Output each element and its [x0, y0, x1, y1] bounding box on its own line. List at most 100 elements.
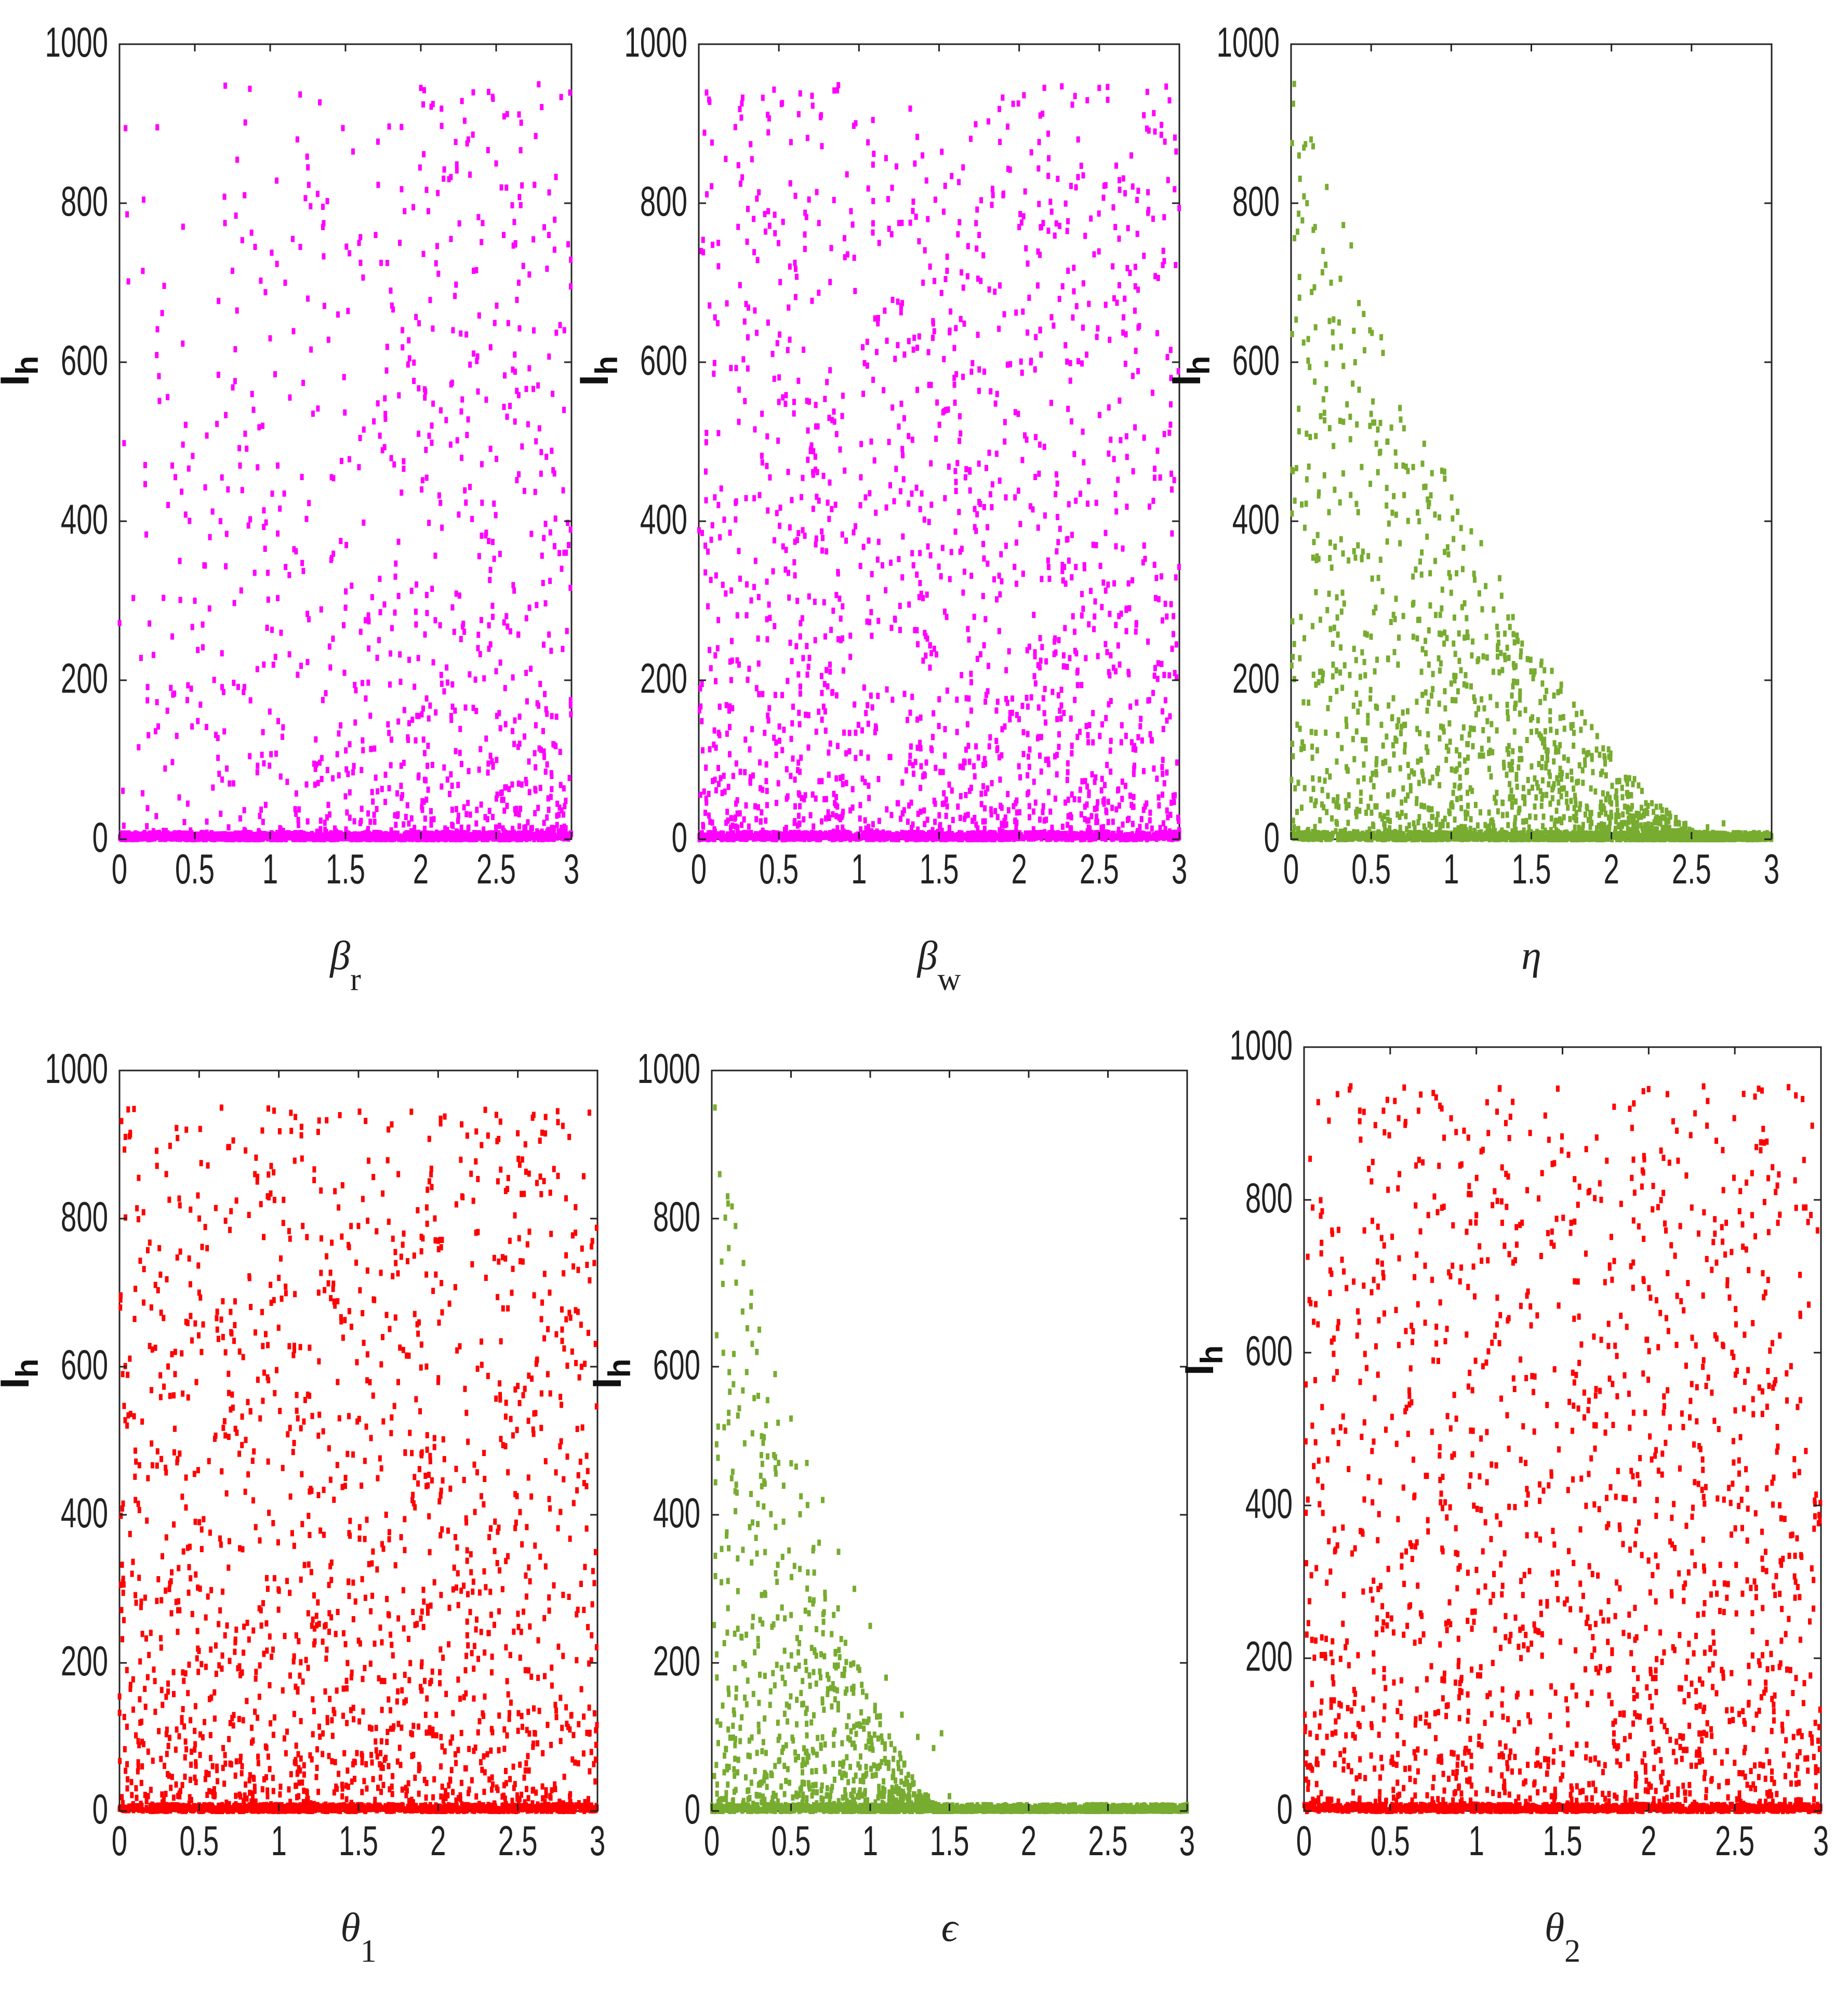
data-point [868, 619, 872, 626]
data-point [946, 406, 950, 413]
data-point [292, 546, 296, 552]
data-point [423, 825, 427, 832]
data-point [802, 816, 806, 823]
data-point [1082, 459, 1086, 466]
data-point [945, 803, 949, 810]
data-point [1162, 258, 1166, 265]
data-point [830, 506, 834, 512]
data-point [910, 550, 914, 557]
data-point [543, 600, 548, 607]
data-point [542, 748, 546, 755]
data-point [1011, 100, 1015, 107]
data-point [544, 706, 548, 712]
data-point [1046, 130, 1051, 137]
data-point [1066, 405, 1070, 412]
data-point [533, 750, 537, 757]
data-point [826, 809, 830, 816]
data-point [402, 466, 406, 472]
data-point [291, 836, 296, 842]
data-point [981, 252, 986, 259]
data-point [1111, 204, 1115, 211]
data-point [984, 465, 988, 471]
data-point [470, 515, 474, 522]
data-point [756, 804, 760, 811]
data-point [416, 655, 420, 662]
data-point [826, 683, 830, 690]
data-point [938, 769, 942, 775]
data-point [326, 801, 330, 808]
data-point [738, 810, 742, 817]
data-point [1063, 580, 1068, 587]
data-point [1036, 524, 1040, 531]
data-point [140, 790, 144, 797]
data-point [1049, 400, 1053, 406]
data-point [1033, 473, 1038, 480]
data-point [387, 123, 391, 130]
data-point [504, 784, 508, 791]
data-point [361, 747, 365, 754]
data-point [800, 494, 804, 500]
data-point [724, 590, 728, 597]
data-point [956, 803, 960, 810]
data-point [850, 786, 855, 792]
data-point [744, 495, 748, 501]
data-point [263, 801, 268, 808]
data-point [809, 446, 813, 453]
data-point [255, 769, 259, 776]
data-point [505, 111, 509, 117]
data-point [219, 810, 223, 817]
data-point [1055, 771, 1059, 778]
data-point [799, 620, 803, 627]
data-point [1162, 431, 1166, 438]
data-point [858, 563, 862, 570]
data-point [1177, 205, 1181, 212]
data-point [1124, 606, 1128, 613]
data-point [495, 456, 499, 462]
data-point [848, 807, 853, 814]
data-point [331, 775, 335, 782]
data-point [989, 811, 993, 818]
data-point [822, 796, 827, 803]
data-point [843, 467, 847, 474]
data-point [373, 745, 377, 752]
data-point [431, 400, 435, 407]
data-point [429, 103, 433, 110]
data-point [270, 249, 274, 256]
data-point [900, 574, 905, 581]
data-point [398, 679, 403, 685]
data-point [220, 835, 224, 841]
data-point [710, 819, 714, 826]
data-point [389, 762, 393, 769]
data-point [931, 335, 935, 341]
data-point [834, 431, 839, 438]
data-point [922, 807, 926, 814]
data-point [919, 745, 923, 752]
data-point [189, 685, 193, 692]
data-point [1106, 581, 1110, 588]
data-point [937, 696, 941, 703]
data-point [1047, 575, 1052, 582]
data-point [737, 548, 741, 554]
data-point [402, 836, 406, 842]
data-point [740, 174, 744, 181]
data-point [710, 183, 714, 190]
data-point [322, 302, 326, 309]
data-point [869, 609, 873, 616]
data-point [969, 573, 974, 579]
data-point [839, 775, 843, 782]
data-point [1070, 750, 1074, 757]
data-point [550, 786, 554, 792]
data-point [1120, 722, 1124, 729]
data-point [1104, 641, 1108, 647]
data-point [934, 764, 938, 771]
data-point [1068, 812, 1072, 818]
data-point [517, 111, 521, 118]
data-point [220, 474, 224, 481]
data-point [462, 117, 467, 124]
data-point [884, 504, 888, 511]
data-point [344, 541, 349, 548]
data-point [864, 825, 868, 832]
data-point [249, 830, 253, 837]
plot-frame [118, 43, 573, 840]
data-point [308, 831, 312, 838]
